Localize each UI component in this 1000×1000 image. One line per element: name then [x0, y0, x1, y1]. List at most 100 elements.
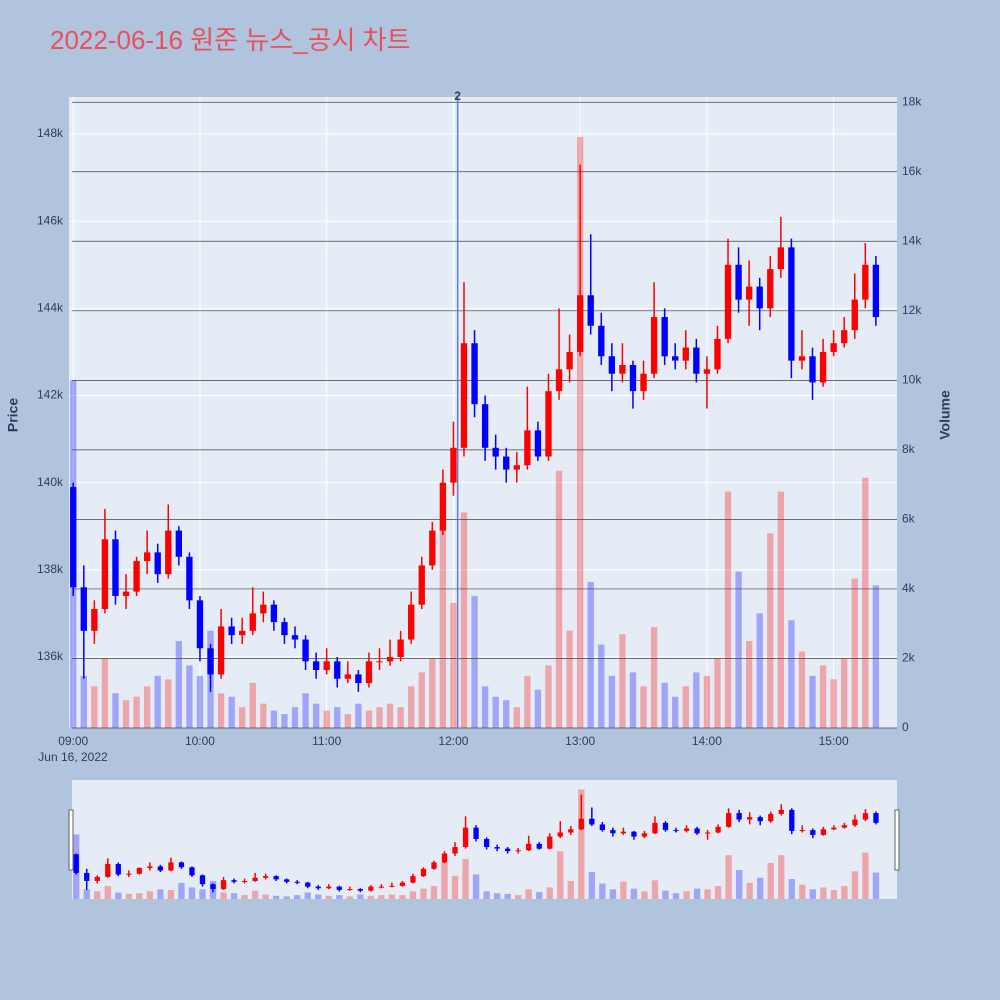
candle-body — [418, 565, 425, 605]
slider-candle-body — [94, 876, 100, 881]
y-tick-label: 138k — [37, 562, 64, 576]
slider-candle-body — [631, 831, 637, 837]
volume-bar — [872, 585, 880, 728]
volume-bar — [788, 620, 795, 728]
slider-volume-bar — [420, 888, 427, 899]
volume-bar — [323, 710, 330, 728]
slider-volume-bar — [557, 851, 564, 899]
candle-body — [471, 343, 478, 405]
slider-volume-bar — [220, 892, 227, 899]
slider-volume-bar — [167, 889, 175, 899]
slider-candle-body — [610, 830, 616, 834]
slider-volume-bar — [630, 888, 638, 899]
candle-body — [133, 561, 140, 592]
slider-volume-bar — [515, 895, 522, 899]
slider-candle-body — [483, 838, 490, 848]
slider-candle-body — [147, 866, 153, 869]
candle-body — [460, 343, 468, 448]
slider-candle-body — [515, 850, 521, 852]
candle-body — [112, 539, 119, 596]
slider-volume-bar — [493, 893, 501, 899]
slider-candle-body — [347, 889, 353, 891]
candle-body — [777, 247, 784, 270]
slider-candle-body — [105, 864, 111, 877]
volume-bar — [344, 714, 351, 728]
slider-volume-bar — [346, 896, 353, 899]
slider-candle-body — [210, 884, 216, 890]
slider-candle-body — [473, 827, 479, 839]
slider-candle-body — [126, 873, 132, 875]
volume-bar — [249, 682, 256, 728]
y-tick-label: 140k — [37, 475, 64, 489]
slider-candle-body — [715, 826, 721, 833]
slider-candle-body — [115, 864, 121, 875]
slider-candle-body — [641, 833, 648, 837]
slider-candle-body — [536, 843, 542, 849]
x-tick-label: 14:00 — [692, 734, 722, 748]
candle-body — [788, 247, 795, 361]
slider-volume-bar — [641, 891, 648, 899]
slider-volume-bar — [115, 892, 122, 899]
slider-candle-body — [725, 813, 732, 827]
candle-body — [228, 626, 235, 636]
volume-bar — [80, 675, 87, 728]
candle-body — [587, 295, 594, 326]
slider-candle-body — [441, 853, 448, 863]
slider-volume-bar — [294, 895, 301, 899]
volume-bar — [650, 627, 658, 728]
y-axis-title: Price — [5, 398, 21, 432]
candle-body — [70, 487, 77, 588]
slider-volume-bar — [272, 895, 280, 899]
y2-tick-label: 4k — [902, 581, 916, 595]
candle-body — [239, 630, 246, 636]
volume-bar — [851, 578, 858, 728]
y2-tick-label: 12k — [902, 303, 922, 317]
volume-bar — [777, 491, 784, 728]
volume-bar — [524, 675, 531, 728]
candle-body — [566, 351, 573, 370]
volume-bar — [492, 696, 499, 728]
volume-bar — [239, 707, 246, 728]
slider-candle-body — [852, 819, 858, 826]
candle-body — [534, 430, 542, 457]
slider-volume-bar — [536, 891, 543, 899]
volume-bar — [365, 710, 373, 728]
slider-handle[interactable] — [68, 809, 74, 871]
slider-candle-body — [768, 813, 774, 822]
volume-bar — [672, 696, 679, 728]
slider-candle-body — [399, 882, 406, 886]
slider-handle[interactable] — [894, 809, 900, 871]
slider-volume-bar — [262, 894, 269, 899]
slider-candle-body — [547, 836, 553, 849]
candle-body — [682, 347, 689, 361]
slider-volume-bar — [725, 855, 732, 899]
candle-body — [545, 391, 552, 457]
volume-bar — [154, 675, 161, 728]
slider-volume-bar — [462, 859, 469, 899]
slider-volume-bar — [378, 895, 385, 899]
candle-body — [513, 465, 520, 470]
volume-bar — [587, 581, 594, 728]
candle-body — [629, 365, 637, 392]
candle-body — [429, 530, 436, 566]
slider-candle-body — [736, 813, 742, 820]
volume-bar — [576, 136, 584, 728]
volume-bar — [798, 651, 806, 728]
slider-volume-bar — [388, 894, 396, 899]
slider-volume-bar — [662, 890, 669, 899]
slider-candle-body — [578, 818, 584, 830]
volume-bar — [175, 641, 183, 728]
x-tick-label: 11:00 — [312, 734, 341, 748]
slider-volume-bar — [788, 879, 795, 899]
slider-candle-body — [157, 866, 164, 871]
slider-candle-body — [494, 847, 500, 849]
slider-volume-bar — [609, 889, 617, 899]
candle-body — [524, 430, 531, 466]
candle-body — [175, 530, 183, 557]
candle-body — [386, 656, 394, 662]
x-tick-label: 09:00 — [58, 734, 88, 748]
slider-candle-body — [315, 886, 321, 889]
slider-volume-bar — [157, 889, 164, 899]
slider-volume-bar — [778, 855, 785, 899]
volume-bar — [767, 533, 774, 728]
